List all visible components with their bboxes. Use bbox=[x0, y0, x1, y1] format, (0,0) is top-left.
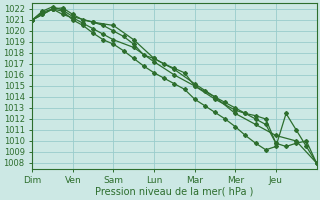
X-axis label: Pression niveau de la mer( hPa ): Pression niveau de la mer( hPa ) bbox=[95, 187, 253, 197]
